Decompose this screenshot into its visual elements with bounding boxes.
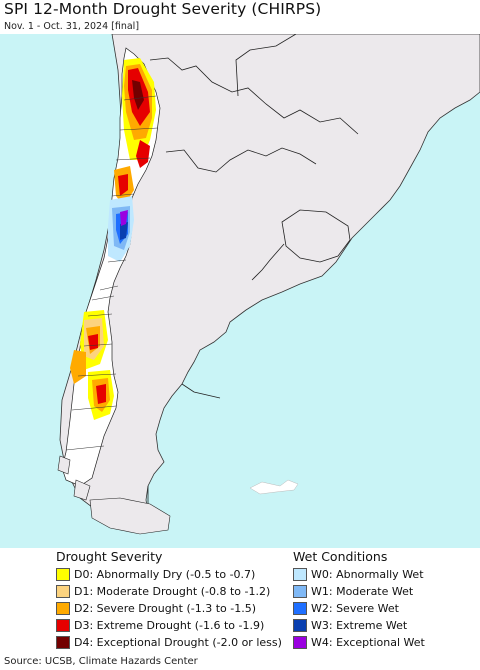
land-mass — [59, 34, 480, 531]
tierra-del-fuego — [57, 455, 171, 535]
legend-swatch — [293, 567, 307, 581]
legend-item: D0: Abnormally Dry (-0.5 to -0.7) — [56, 566, 255, 582]
legend-item: W1: Moderate Wet — [293, 583, 413, 599]
legend-item: W2: Severe Wet — [293, 600, 399, 616]
legend-swatch — [56, 635, 70, 649]
legend-label: D4: Exceptional Drought (-2.0 or less) — [74, 635, 282, 649]
legend-swatch — [293, 584, 307, 598]
legend-label: D3: Extreme Drought (-1.6 to -1.9) — [74, 618, 265, 632]
falkland-islands — [249, 479, 299, 495]
legend-item: W4: Exceptional Wet — [293, 634, 425, 650]
legend-label: W2: Severe Wet — [311, 601, 399, 615]
legend-swatch — [56, 567, 70, 581]
legend-label: D2: Severe Drought (-1.3 to -1.5) — [74, 601, 257, 615]
legend-item: D2: Severe Drought (-1.3 to -1.5) — [56, 600, 256, 616]
legend-label: W3: Extreme Wet — [311, 618, 408, 632]
legend-swatch — [56, 584, 70, 598]
drought-legend-heading: Drought Severity — [56, 549, 163, 564]
wet-legend-heading: Wet Conditions — [293, 549, 388, 564]
legend-swatch — [56, 601, 70, 615]
legend-swatch — [293, 618, 307, 632]
source-note: Source: UCSB, Climate Hazards Center — [4, 656, 198, 667]
region-lines — [65, 95, 159, 451]
legend-item: D3: Extreme Drought (-1.6 to -1.9) — [56, 617, 264, 633]
legend-item: D4: Exceptional Drought (-2.0 or less) — [56, 634, 282, 650]
legend-label: D1: Moderate Drought (-0.8 to -1.2) — [74, 584, 271, 598]
legend-item: D1: Moderate Drought (-0.8 to -1.2) — [56, 583, 270, 599]
legend-label: W1: Moderate Wet — [311, 584, 414, 598]
legend-label: W4: Exceptional Wet — [311, 635, 425, 649]
legend-swatch — [293, 635, 307, 649]
map-title: SPI 12-Month Drought Severity (CHIRPS) — [4, 0, 322, 18]
legend-label: W0: Abnormally Wet — [311, 567, 424, 581]
legend-swatch — [56, 618, 70, 632]
severity-patches — [70, 58, 156, 420]
legend-swatch — [293, 601, 307, 615]
legend-item: W0: Abnormally Wet — [293, 566, 424, 582]
map-subtitle: Nov. 1 - Oct. 31, 2024 [final] — [4, 21, 140, 32]
legend-item: W3: Extreme Wet — [293, 617, 407, 633]
drought-map — [0, 34, 480, 548]
legend-label: D0: Abnormally Dry (-0.5 to -0.7) — [74, 567, 256, 581]
